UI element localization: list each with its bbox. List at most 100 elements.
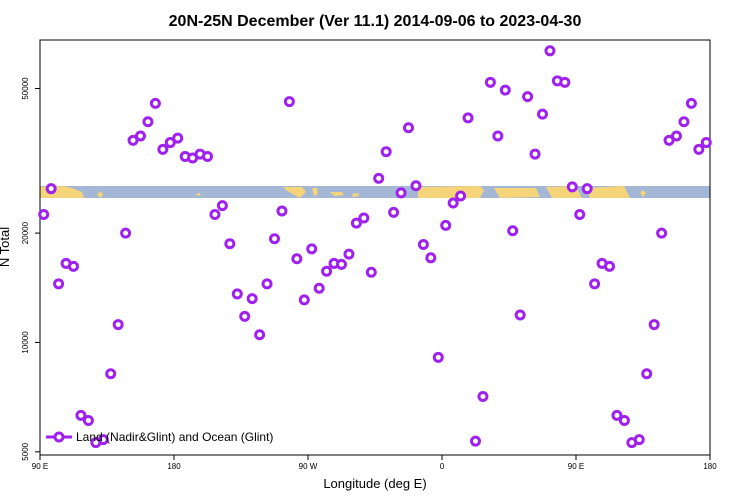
data-point: [224, 238, 236, 250]
data-point: [127, 134, 139, 146]
data-point: [641, 368, 653, 380]
x-axis: 90 E 180 90 W 0 90 E 180: [32, 455, 717, 471]
data-point: [216, 200, 228, 212]
data-point: [38, 209, 50, 221]
legend-label: Land (Nadir&Glint) and Ocean (Glint): [76, 430, 273, 444]
data-point: [239, 310, 251, 322]
x-tick-label: 90 E: [32, 462, 48, 471]
data-point: [693, 143, 705, 155]
data-point: [544, 45, 556, 57]
land-philippines: [97, 191, 103, 198]
data-point: [261, 278, 273, 290]
data-point: [283, 96, 295, 108]
x-tick-label: 180: [167, 462, 181, 471]
data-point: [425, 252, 437, 264]
data-point: [470, 435, 481, 447]
data-point: [462, 112, 474, 124]
data-point: [105, 368, 117, 380]
land-hawaii: [196, 193, 201, 196]
data-point: [172, 132, 184, 144]
data-point: [231, 288, 243, 300]
data-point: [135, 130, 146, 142]
data-point: [380, 146, 392, 158]
y-tick-label: 20000: [21, 221, 30, 244]
data-point: [358, 212, 370, 224]
legend: Land (Nadir&Glint) and Ocean (Glint): [46, 430, 273, 444]
data-point: [574, 209, 586, 221]
data-point: [276, 205, 288, 217]
data-points: [38, 45, 712, 449]
data-point: [164, 137, 176, 149]
data-point: [350, 217, 362, 229]
data-point: [537, 108, 548, 120]
y-axis: 5000 10000 20000 50000: [21, 77, 40, 461]
data-point: [291, 253, 303, 265]
data-point: [336, 258, 347, 270]
y-tick-label: 50000: [21, 77, 30, 100]
land-caribbean: [352, 193, 359, 197]
data-point: [75, 409, 87, 421]
data-point: [685, 97, 697, 109]
data-point: [447, 197, 459, 209]
data-point: [410, 180, 422, 192]
data-point: [663, 134, 675, 146]
land-florida: [312, 188, 318, 196]
x-axis-label: Longitude (deg E): [323, 476, 426, 491]
data-point: [648, 319, 660, 331]
data-point: [700, 137, 712, 149]
data-point: [477, 390, 489, 402]
data-point: [254, 329, 266, 341]
data-point: [484, 76, 496, 88]
data-point: [373, 172, 385, 184]
data-point: [566, 181, 578, 193]
land-mexico: [283, 187, 306, 198]
data-point: [202, 150, 213, 162]
data-point: [157, 143, 169, 155]
x-tick-label: 90 E: [568, 462, 584, 471]
data-point: [559, 76, 571, 88]
data-point: [395, 187, 407, 199]
data-point: [269, 233, 280, 245]
legend-marker: [53, 431, 65, 443]
data-point: [611, 409, 623, 421]
data-point: [313, 282, 325, 294]
y-axis-label: N Total: [0, 227, 12, 267]
data-point: [298, 294, 310, 306]
data-point: [417, 239, 429, 251]
data-point: [388, 206, 400, 218]
data-point: [618, 414, 630, 426]
data-point: [246, 293, 258, 305]
chart-title: 20N-25N December (Ver 11.1) 2014-09-06 t…: [169, 13, 582, 30]
data-point: [432, 351, 444, 363]
data-point: [403, 122, 414, 134]
data-point: [455, 190, 467, 202]
data-point: [529, 148, 541, 160]
data-point: [671, 130, 682, 142]
data-point: [633, 434, 645, 446]
plot-frame: [39, 39, 711, 456]
x-tick-label: 0: [440, 462, 445, 471]
data-point: [522, 91, 534, 103]
data-point: [365, 266, 377, 278]
land-arabia: [494, 188, 540, 198]
data-point: [82, 414, 94, 426]
data-point: [149, 97, 161, 109]
land-se-asia: [586, 186, 630, 198]
data-point: [656, 227, 668, 239]
data-point: [68, 260, 79, 272]
x-tick-label: 180: [703, 462, 717, 471]
data-point: [507, 225, 519, 237]
data-point: [321, 265, 333, 277]
data-point: [45, 183, 57, 195]
y-tick-label: 5000: [21, 442, 30, 460]
y-tick-label: 10000: [21, 331, 30, 354]
data-point: [440, 219, 452, 231]
data-point: [343, 248, 355, 260]
land-africa: [418, 186, 484, 198]
data-point: [53, 278, 65, 290]
land-taiwan: [640, 190, 646, 197]
map-band-ocean: [40, 186, 710, 198]
land-cuba: [330, 192, 344, 196]
data-point: [142, 116, 154, 128]
